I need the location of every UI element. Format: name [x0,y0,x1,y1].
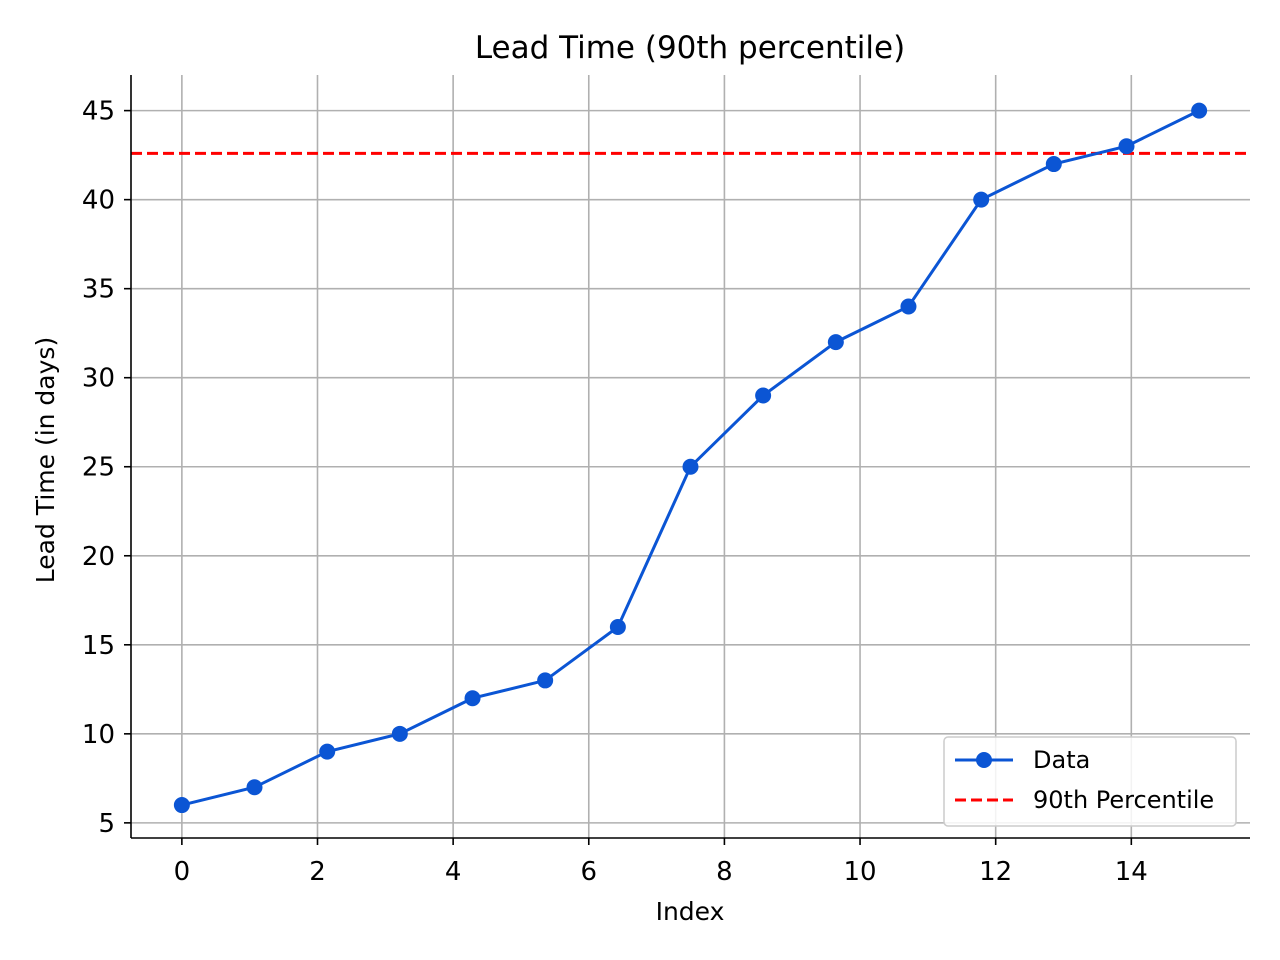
y-tick-label: 15 [82,631,115,661]
y-tick-label: 40 [82,186,115,216]
chart-title: Lead Time (90th percentile) [475,30,905,66]
legend: Data 90th Percentile [943,736,1237,827]
x-tick-label: 10 [843,857,876,887]
axes: 0 2 4 6 8 10 12 14 5 10 15 20 25 30 35 40 45 [82,75,1250,887]
x-tick-label: 6 [580,857,597,887]
data-point [1045,156,1062,173]
legend-data-marker [976,752,992,768]
y-tick-label: 10 [82,720,115,750]
legend-box [943,736,1237,827]
y-tick-label: 35 [82,275,115,305]
y-tick-label: 45 [82,97,115,127]
x-tick-label: 0 [174,857,191,887]
legend-data-label: Data [1033,746,1090,774]
y-tick-label: 25 [82,453,115,483]
data-point [537,672,554,689]
grid [131,75,1250,838]
data-point [246,779,263,796]
x-tick-label: 8 [716,857,733,887]
data-point [755,387,772,404]
data-point [973,191,990,208]
x-tick-label: 12 [979,857,1012,887]
data-point [319,743,336,760]
data-line [181,109,1200,807]
legend-percentile-label: 90th Percentile [1033,786,1214,814]
data-point [1118,138,1135,155]
data-point [1191,102,1208,119]
data-point [609,618,626,635]
x-tick-label: 14 [1115,857,1148,887]
y-tick-label: 30 [82,364,115,394]
data-point [827,334,844,351]
y-tick-label: 20 [82,542,115,572]
data-point [464,690,481,707]
data-point [173,797,190,814]
y-axis-label: Lead Time (in days) [31,337,60,583]
data-point [391,725,408,742]
data-point [900,298,917,315]
x-axis-label: Index [656,897,725,926]
data-point [682,458,699,475]
x-tick-label: 4 [445,857,462,887]
x-tick-label: 2 [309,857,326,887]
series [173,102,1208,814]
y-tick-label: 5 [98,809,115,839]
